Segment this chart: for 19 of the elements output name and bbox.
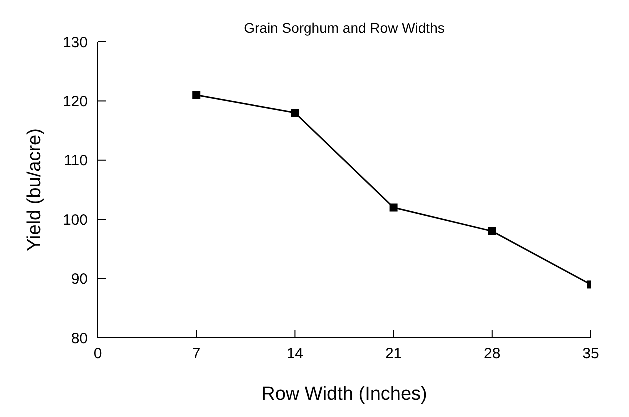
- point: [192, 91, 201, 100]
- point: [488, 227, 496, 236]
- y-tick-label: 130: [62, 34, 88, 52]
- point: [291, 109, 300, 118]
- x-tick-label: 0: [94, 346, 102, 363]
- y-tick-label: 100: [62, 212, 88, 229]
- x-tick-label: 14: [286, 346, 304, 363]
- chart-title: Grain Sorghum and Row Widths: [243, 20, 446, 36]
- x-tick-label: 7: [192, 346, 201, 363]
- y-axis-title: Yield (bu/acre): [24, 128, 46, 252]
- y-tick-label: 80: [71, 330, 88, 348]
- x-tick-label: 21: [385, 346, 402, 363]
- x-tick-label: 35: [582, 346, 600, 363]
- y-tick-label: 110: [64, 152, 88, 170]
- x-axis-title: Row Width (Inches): [262, 384, 428, 405]
- point: [390, 204, 398, 212]
- y-tick-label: 120: [62, 94, 88, 111]
- y-tick-label: 90: [71, 271, 88, 288]
- x-tick-label: 28: [484, 346, 501, 363]
